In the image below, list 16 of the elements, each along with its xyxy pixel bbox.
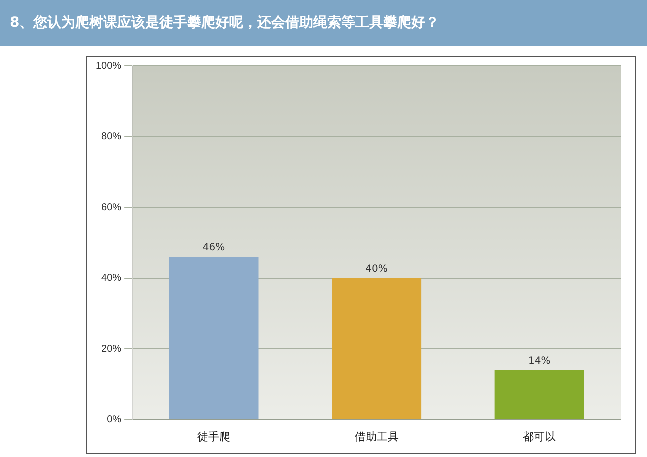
bar: [494, 370, 584, 420]
y-tick-label: 60%: [102, 202, 122, 214]
y-tick-label: 80%: [102, 132, 122, 143]
y-tick-label: 40%: [102, 273, 122, 284]
x-tick-label: 借助工具: [354, 430, 399, 444]
y-tick-label: 0%: [107, 414, 122, 426]
x-tick-label: 徒手爬: [197, 430, 230, 444]
bar: [332, 278, 422, 420]
bar: [169, 257, 259, 420]
x-tick-label: 都可以: [523, 430, 556, 444]
y-tick-label: 100%: [96, 60, 122, 72]
data-label: 46%: [202, 242, 226, 254]
data-label: 40%: [366, 264, 388, 275]
y-tick-label: 20%: [102, 344, 122, 355]
data-label: 14%: [528, 356, 551, 367]
chart-title: 8、您认为爬树课应该是徒手攀爬好呢，还会借助绳索等工具攀爬好？: [0, 0, 647, 46]
